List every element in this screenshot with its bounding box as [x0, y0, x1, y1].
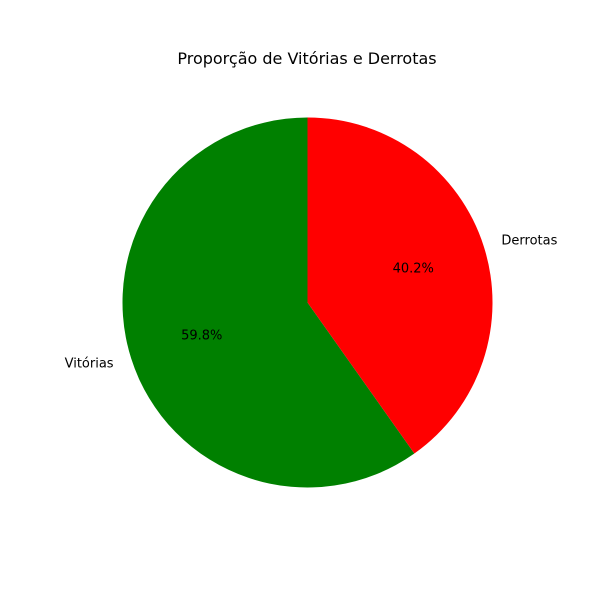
slice-label-derrotas: Derrotas [501, 233, 557, 248]
pie-slices [122, 118, 492, 488]
chart-title: Proporção de Vitórias e Derrotas [177, 49, 436, 68]
pct-label-derrotas: 40.2% [393, 261, 434, 276]
slice-label-vitorias: Vitórias [65, 357, 114, 372]
pct-label-vitorias: 59.8% [181, 329, 222, 344]
